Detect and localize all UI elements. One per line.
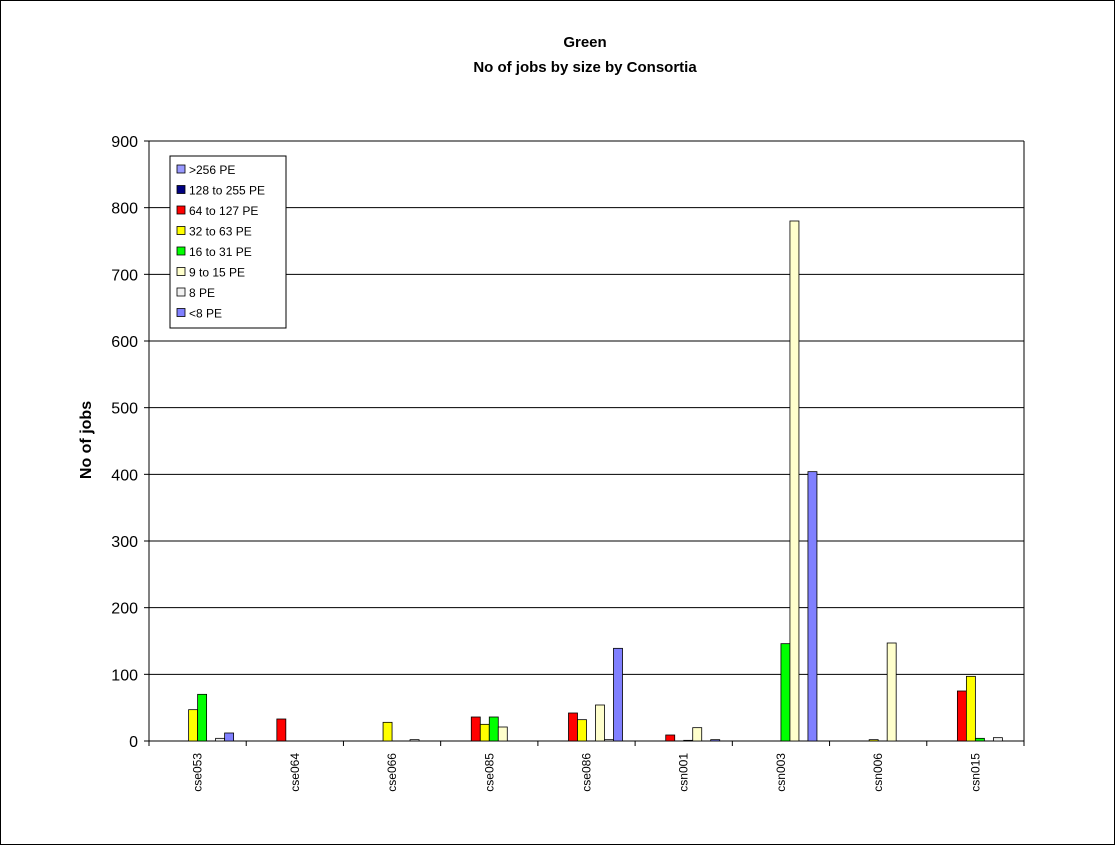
- bar-cse053-8: [224, 732, 235, 742]
- legend-swatch: [176, 205, 186, 215]
- bar-csn015-7: [992, 737, 1003, 742]
- legend-swatch: [176, 164, 186, 174]
- legend-box: [169, 155, 287, 329]
- y-tick-label: 300: [111, 534, 138, 551]
- bar-csn001-5: [683, 739, 694, 742]
- legend-label: 128 to 255 PE: [189, 184, 265, 198]
- x-tick-label: csn001: [677, 753, 691, 792]
- bar-csn001-6: [692, 727, 703, 742]
- bar-csn001-8: [710, 739, 721, 742]
- legend-swatch: [176, 308, 186, 317]
- legend-label: 16 to 31 PE: [189, 245, 252, 259]
- x-tick-label: cse053: [191, 753, 205, 792]
- y-tick-label: 400: [111, 467, 138, 484]
- y-tick-label: 100: [111, 667, 138, 684]
- legend-label: 8 PE: [189, 286, 215, 300]
- legend-swatch: [176, 226, 186, 235]
- bar-cse085-5: [488, 716, 499, 742]
- bar-csn003-5: [780, 643, 791, 742]
- bar-cse086-8: [613, 647, 623, 742]
- bar-cse053-4: [188, 709, 199, 742]
- x-tick-label: csn015: [968, 753, 982, 792]
- legend-swatch: [176, 267, 186, 276]
- y-axis-title: No of jobs: [78, 401, 95, 479]
- y-tick-label: 600: [111, 334, 138, 351]
- bar-cse053-5: [197, 693, 208, 742]
- y-tick-label: 900: [111, 134, 138, 151]
- bar-csn015-5: [974, 737, 985, 742]
- x-tick-label: cse064: [288, 753, 302, 792]
- y-tick-label: 200: [111, 601, 138, 618]
- legend-label: 64 to 127 PE: [189, 204, 258, 218]
- x-tick-label: csn006: [871, 753, 885, 792]
- x-tick-label: cse085: [482, 753, 496, 792]
- bar-csn006-4: [868, 739, 879, 742]
- bar-cse086-4: [577, 719, 587, 742]
- x-tick-label: csn003: [774, 753, 788, 792]
- y-tick-label: 500: [111, 401, 138, 418]
- bar-cse053-7: [215, 737, 226, 742]
- legend: >256 PE 128 to 255 PE 64 to 127 PE 32 to 63…: [169, 155, 287, 329]
- legend-label: 9 to 15 PE: [189, 266, 245, 280]
- y-tick-label: 700: [111, 267, 138, 284]
- bar-csn006-6: [886, 642, 897, 742]
- chart-subtitle: No of jobs by size by Consortia: [473, 59, 697, 76]
- legend-swatch: [176, 246, 186, 256]
- bar-csn015-4: [965, 675, 976, 742]
- plot-background: [149, 141, 1024, 741]
- bar-cse086-7: [604, 739, 614, 742]
- bar-cse064-3: [276, 718, 287, 742]
- legend-swatch: [176, 287, 186, 297]
- bar-cse066-4: [382, 721, 393, 742]
- bar-cse085-6: [497, 726, 508, 742]
- legend-swatch: [176, 185, 186, 194]
- bar-csn015-3: [956, 690, 967, 742]
- bar-cse085-4: [479, 723, 490, 742]
- legend-label: >256 PE: [189, 163, 235, 177]
- y-tick-label: 800: [111, 201, 138, 218]
- x-tick-label: cse086: [580, 753, 594, 792]
- legend-label: <8 PE: [189, 307, 222, 321]
- bar-cse066-7: [409, 739, 420, 742]
- plot-area: 0 100 200 300 400 500 600 700 800 900 cse053 cse064…: [111, 134, 1025, 792]
- bar-csn001-3: [665, 734, 676, 742]
- chart-title: Green: [563, 34, 606, 51]
- legend-label: 32 to 63 PE: [189, 225, 252, 239]
- y-tick-label: 0: [129, 734, 138, 751]
- bar-cse086-3: [568, 712, 578, 742]
- bar-csn003-8: [807, 471, 818, 742]
- x-tick-label: cse066: [385, 753, 399, 792]
- bar-cse086-6: [595, 704, 605, 742]
- bar-csn003-6: [789, 220, 800, 742]
- bar-cse085-3: [470, 716, 481, 742]
